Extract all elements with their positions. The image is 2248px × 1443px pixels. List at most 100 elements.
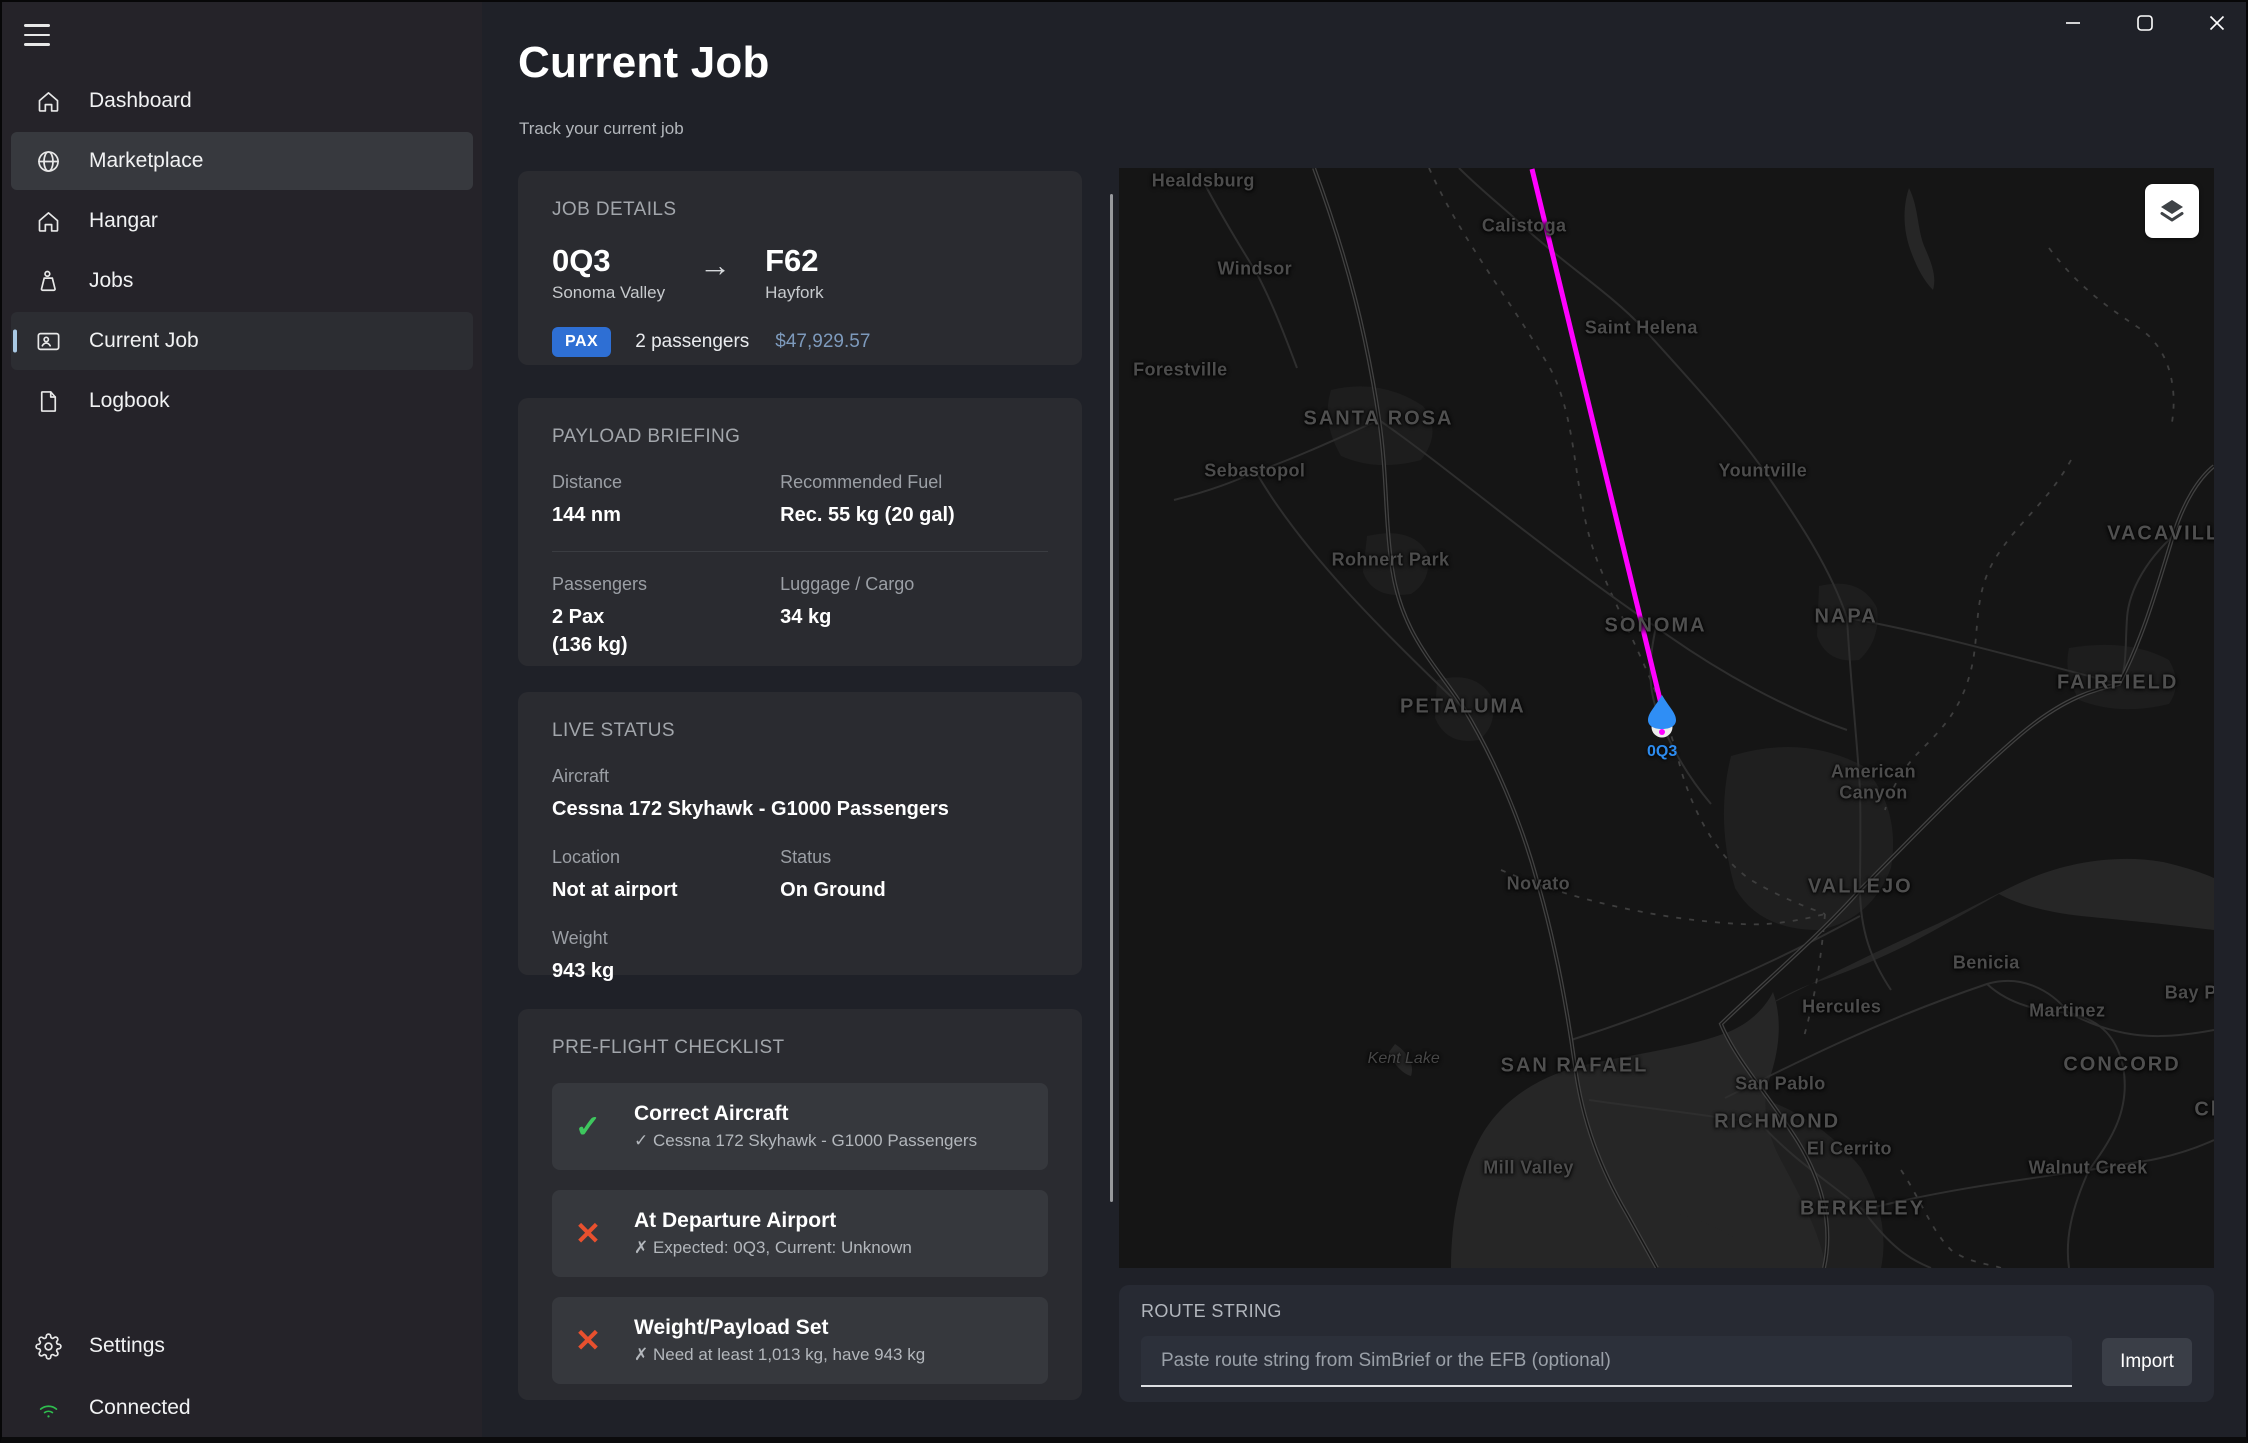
checklist-item-title: Correct Aircraft bbox=[634, 1102, 789, 1125]
map-layers-button[interactable] bbox=[2145, 184, 2199, 238]
sidebar: Dashboard Marketplace Hangar Jobs bbox=[2, 2, 482, 1437]
passengers-field: Passengers 2 Pax (136 kg) bbox=[552, 574, 780, 661]
job-payout: $47,929.57 bbox=[775, 331, 871, 352]
sidebar-item-label: Logbook bbox=[89, 389, 170, 412]
airport-route: 0Q3 Sonoma Valley → F62 Hayfork bbox=[552, 245, 1048, 303]
field-label: Aircraft bbox=[552, 766, 610, 786]
layers-icon bbox=[2160, 200, 2184, 222]
cross-icon: ✕ bbox=[575, 1322, 601, 1358]
route-arrow-icon: → bbox=[699, 247, 732, 283]
marker-airport-label: 0Q3 bbox=[1646, 743, 1678, 761]
location-field: Location Not at airport bbox=[552, 847, 780, 906]
status-field: Status On Ground bbox=[780, 847, 1048, 906]
connection-status-label: Connected bbox=[89, 1396, 191, 1419]
route-string-input[interactable] bbox=[1141, 1336, 2072, 1387]
wifi-icon bbox=[35, 1395, 62, 1422]
hamburger-menu-button[interactable] bbox=[24, 18, 62, 52]
sidebar-item-label: Dashboard bbox=[89, 89, 192, 112]
route-map[interactable]: Healdsburg Calistoga Windsor Saint Helen… bbox=[1119, 168, 2214, 1268]
origin-name: Sonoma Valley bbox=[552, 283, 666, 302]
luggage-field: Luggage / Cargo 34 kg bbox=[780, 574, 1048, 661]
sidebar-nav: Dashboard Marketplace Hangar Jobs bbox=[11, 72, 473, 432]
sidebar-item-dashboard[interactable]: Dashboard bbox=[11, 72, 473, 130]
page-title: Current Job bbox=[518, 38, 770, 87]
checklist-item-title: Weight/Payload Set bbox=[634, 1316, 829, 1339]
field-value: Not at airport bbox=[552, 879, 678, 901]
weight-field: Weight 943 kg bbox=[552, 928, 1048, 987]
document-icon bbox=[35, 388, 62, 415]
sidebar-item-label: Hangar bbox=[89, 209, 158, 232]
destination-code: F62 bbox=[765, 243, 819, 278]
maximize-button[interactable] bbox=[2122, 2, 2168, 44]
field-label: Distance bbox=[552, 472, 623, 492]
connection-status: Connected bbox=[11, 1379, 473, 1437]
page-subtitle: Track your current job bbox=[519, 119, 684, 138]
field-label: Passengers bbox=[552, 574, 648, 594]
hangar-icon bbox=[35, 208, 62, 235]
pax-badge: PAX bbox=[552, 327, 612, 357]
minimize-button[interactable] bbox=[2050, 2, 2096, 44]
recommended-fuel-field: Recommended Fuel Rec. 55 kg (20 gal) bbox=[780, 472, 1048, 531]
field-label: Weight bbox=[552, 928, 608, 948]
cross-icon: ✕ bbox=[575, 1215, 601, 1251]
minimize-icon bbox=[2066, 22, 2080, 24]
sidebar-item-marketplace[interactable]: Marketplace bbox=[11, 132, 473, 190]
field-label: Location bbox=[552, 847, 621, 867]
panel-scrollbar[interactable] bbox=[1110, 194, 1113, 1202]
sidebar-item-hangar[interactable]: Hangar bbox=[11, 192, 473, 250]
route-line bbox=[1529, 168, 1665, 709]
sidebar-item-label: Marketplace bbox=[89, 149, 204, 172]
live-status-card: LIVE STATUS Aircraft Cessna 172 Skyhawk … bbox=[518, 692, 1082, 982]
field-value: (136 kg) bbox=[552, 634, 628, 656]
import-button[interactable]: Import bbox=[2102, 1337, 2192, 1386]
checklist-item-detail: ✓ Cessna 172 Skyhawk - G1000 Passengers bbox=[634, 1131, 978, 1150]
job-details-card: JOB DETAILS 0Q3 Sonoma Valley → F62 Hayf… bbox=[518, 171, 1082, 365]
destination-name: Hayfork bbox=[765, 283, 824, 302]
origin-code: 0Q3 bbox=[552, 243, 611, 278]
checklist-item-at-departure-airport: ✕ At Departure Airport ✗ Expected: 0Q3, … bbox=[552, 1190, 1048, 1277]
field-value: 34 kg bbox=[780, 606, 832, 628]
section-label: PRE-FLIGHT CHECKLIST bbox=[552, 1037, 785, 1058]
field-value: 943 kg bbox=[552, 960, 615, 982]
map-canvas bbox=[1173, 168, 2214, 1268]
sidebar-item-jobs[interactable]: Jobs bbox=[11, 252, 473, 310]
aircraft-position-marker[interactable] bbox=[1648, 695, 1676, 738]
sidebar-item-settings[interactable]: Settings bbox=[11, 1317, 473, 1375]
field-label: Recommended Fuel bbox=[780, 472, 943, 492]
sidebar-item-label: Jobs bbox=[89, 269, 134, 292]
field-value: Cessna 172 Skyhawk - G1000 Passengers bbox=[552, 798, 949, 820]
gear-icon bbox=[35, 1332, 62, 1360]
payload-briefing-card: PAYLOAD BRIEFING Distance 144 nm Recomme… bbox=[518, 398, 1082, 666]
field-value: 144 nm bbox=[552, 504, 621, 526]
sidebar-item-current-job[interactable]: Current Job bbox=[11, 312, 473, 370]
divider bbox=[552, 551, 1048, 552]
home-icon bbox=[35, 88, 62, 115]
field-label: Luggage / Cargo bbox=[780, 574, 915, 594]
preflight-checklist-card: PRE-FLIGHT CHECKLIST ✓ Correct Aircraft … bbox=[518, 1009, 1082, 1400]
close-button[interactable] bbox=[2194, 2, 2240, 44]
field-value: Rec. 55 kg (20 gal) bbox=[780, 504, 955, 526]
section-label: ROUTE STRING bbox=[1141, 1301, 1282, 1321]
destination-airport: F62 Hayfork bbox=[765, 245, 824, 303]
sidebar-item-logbook[interactable]: Logbook bbox=[11, 372, 473, 430]
water-bodies bbox=[1389, 188, 2214, 1268]
jobs-icon bbox=[35, 268, 62, 295]
highways bbox=[1312, 168, 2214, 1268]
checklist-item-weight-payload: ✕ Weight/Payload Set ✗ Need at least 1,0… bbox=[552, 1297, 1048, 1384]
section-label: JOB DETAILS bbox=[552, 199, 677, 220]
close-icon bbox=[2209, 15, 2225, 31]
checklist-item-detail: ✗ Need at least 1,013 kg, have 943 kg bbox=[634, 1345, 926, 1364]
field-label: Status bbox=[780, 847, 832, 867]
maximize-icon bbox=[2137, 15, 2153, 31]
section-label: PAYLOAD BRIEFING bbox=[552, 426, 741, 447]
sidebar-item-label: Current Job bbox=[89, 329, 199, 352]
job-meta-row: PAX 2 passengers $47,929.57 bbox=[552, 327, 1048, 357]
sidebar-footer: Settings Connected bbox=[11, 1317, 473, 1437]
selected-indicator bbox=[13, 329, 17, 353]
check-icon: ✓ bbox=[575, 1108, 601, 1144]
origin-airport: 0Q3 Sonoma Valley bbox=[552, 245, 665, 303]
contact-card-icon bbox=[35, 328, 62, 355]
route-string-panel: ROUTE STRING Import bbox=[1119, 1285, 2214, 1402]
field-value: On Ground bbox=[780, 879, 886, 901]
